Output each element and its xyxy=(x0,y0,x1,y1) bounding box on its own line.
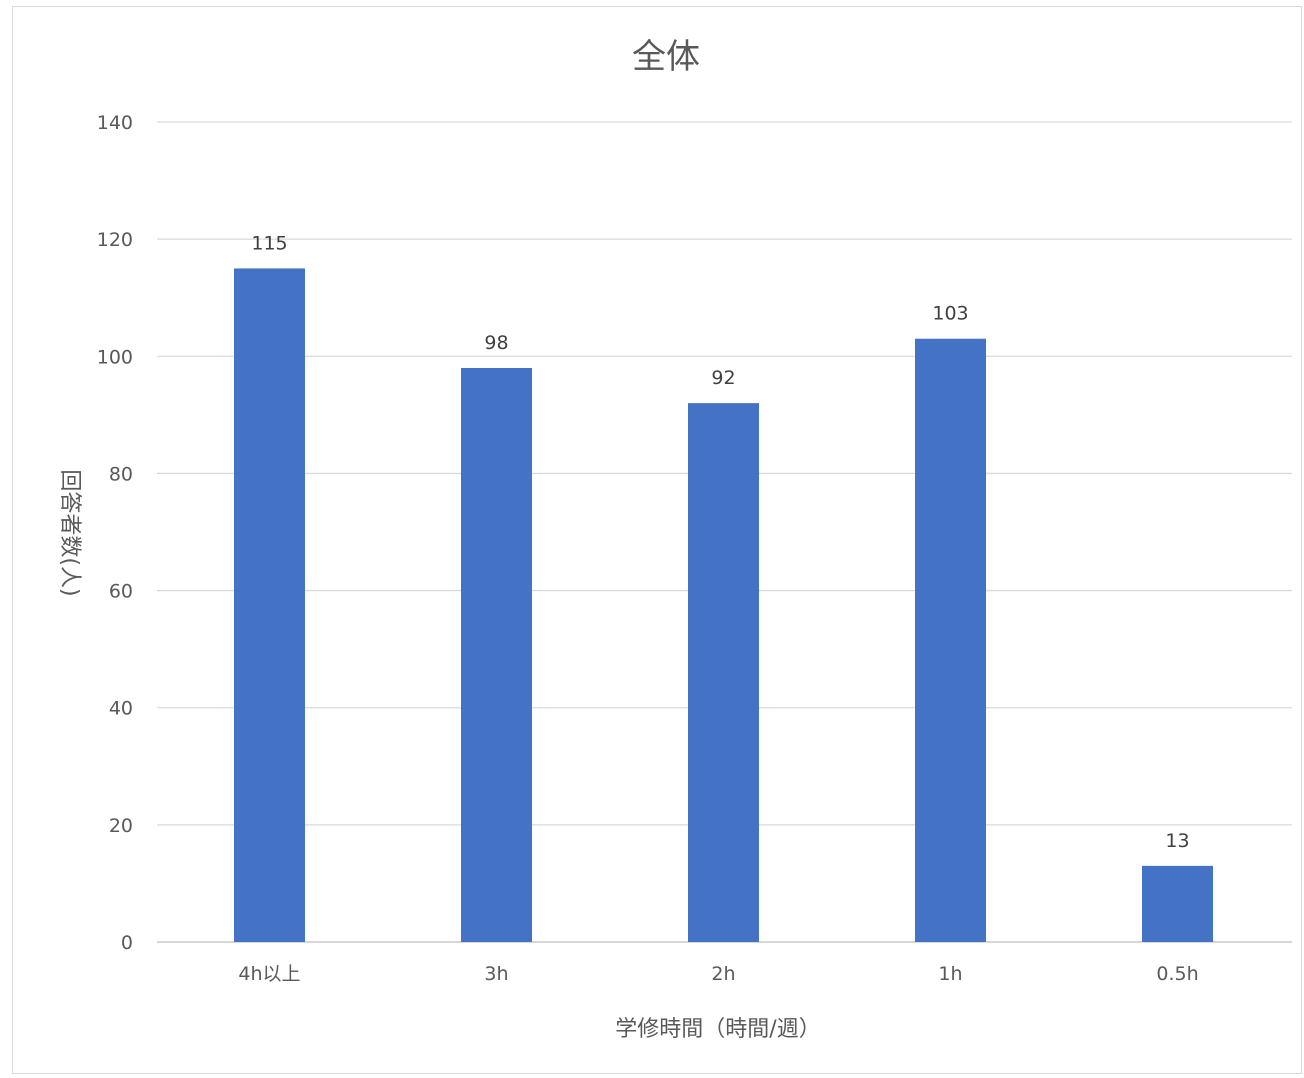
bar-value-label: 98 xyxy=(484,332,508,354)
x-axis-title: 学修時間（時間/週） xyxy=(615,1017,820,1042)
y-tick-label: 80 xyxy=(109,463,133,485)
x-axis-ticks: 4h以上 3h 2h 1h 0.5h xyxy=(238,963,1198,985)
y-axis-ticks: 0 20 40 60 80 100 120 140 xyxy=(97,112,133,954)
y-tick-label: 20 xyxy=(109,815,133,837)
bar xyxy=(234,268,305,942)
bar-value-label: 13 xyxy=(1165,830,1189,852)
y-tick-label: 140 xyxy=(97,112,133,134)
y-tick-label: 100 xyxy=(97,346,133,368)
bar xyxy=(1142,865,1213,942)
y-tick-label: 60 xyxy=(109,581,133,603)
y-tick-label: 0 xyxy=(121,932,133,954)
x-tick-label: 0.5h xyxy=(1156,963,1198,985)
bar xyxy=(688,403,759,943)
bar xyxy=(915,338,986,942)
bar-value-label: 92 xyxy=(711,367,735,389)
chart-title: 全体 xyxy=(632,37,700,77)
bars xyxy=(234,268,1213,943)
bar xyxy=(461,368,532,942)
y-tick-label: 40 xyxy=(109,698,133,720)
y-axis-title: 回答者数(人) xyxy=(57,469,82,596)
chart-frame xyxy=(12,6,1302,1074)
x-tick-label: 1h xyxy=(938,963,962,985)
data-labels: 115 98 92 103 13 xyxy=(251,232,1189,851)
x-tick-label: 2h xyxy=(711,963,735,985)
x-tick-label: 3h xyxy=(484,963,508,985)
x-tick-label: 4h以上 xyxy=(238,963,300,985)
bar-value-label: 115 xyxy=(251,232,287,254)
y-tick-label: 120 xyxy=(97,229,133,251)
bar-value-label: 103 xyxy=(932,303,968,325)
